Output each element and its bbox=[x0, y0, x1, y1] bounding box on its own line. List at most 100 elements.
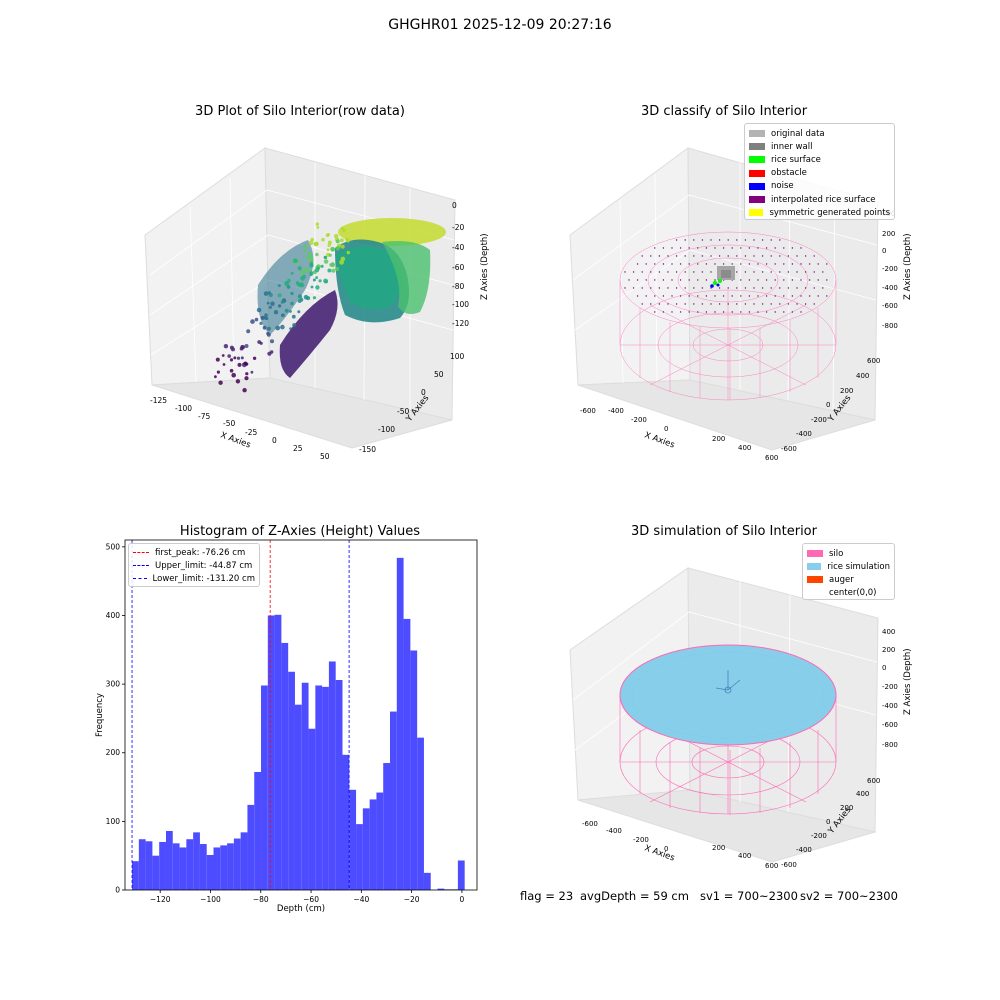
interpolated-point bbox=[796, 255, 798, 257]
scatter-point bbox=[305, 255, 310, 260]
interpolated-point bbox=[740, 247, 742, 249]
interpolated-point bbox=[645, 279, 647, 281]
legend-label: rice surface bbox=[771, 154, 821, 165]
swatch-icon bbox=[749, 156, 765, 164]
interpolated-point bbox=[701, 303, 704, 305]
scatter-point bbox=[330, 247, 336, 252]
scatter-point bbox=[256, 307, 262, 313]
hist-bar bbox=[138, 839, 146, 890]
interpolated-point bbox=[761, 239, 764, 241]
hist-bar bbox=[457, 860, 465, 890]
panel3-title: Histogram of Z-Axies (Height) Values bbox=[179, 524, 421, 539]
interpolated-point bbox=[667, 287, 669, 289]
figure-suptitle: GHGHR01 2025-12-09 20:27:16 bbox=[388, 17, 612, 33]
scatter-point bbox=[310, 285, 314, 289]
scatter-point bbox=[245, 362, 249, 366]
interpolated-point bbox=[701, 287, 704, 289]
p2-xlabel: X Axies bbox=[643, 430, 676, 450]
scatter-point bbox=[277, 293, 282, 298]
interpolated-point bbox=[822, 287, 824, 289]
scatter-point bbox=[300, 275, 305, 281]
legend-item-obstacle: obstacle bbox=[749, 167, 890, 180]
hist-bar bbox=[417, 737, 424, 890]
scatter-point bbox=[257, 340, 262, 344]
interpolated-point bbox=[658, 271, 661, 273]
scatter-point bbox=[300, 270, 305, 275]
p1-xtick: -125 bbox=[150, 396, 167, 405]
p2-interpolated-dots bbox=[624, 239, 828, 313]
scatter-point bbox=[324, 280, 328, 284]
p2-ytick: -400 bbox=[796, 430, 812, 438]
p1-ztick: -120 bbox=[452, 319, 469, 328]
hist-bar bbox=[294, 704, 302, 890]
scatter-point bbox=[284, 281, 290, 287]
interpolated-point bbox=[800, 263, 802, 265]
interpolated-point bbox=[770, 287, 772, 289]
interpolated-point bbox=[714, 247, 716, 249]
scatter-point bbox=[222, 363, 226, 366]
interpolated-point bbox=[701, 271, 704, 273]
p2-ytick: 200 bbox=[840, 387, 853, 395]
interpolated-point bbox=[632, 287, 635, 289]
p1-ztick: 0 bbox=[452, 201, 457, 210]
scatter-point bbox=[215, 357, 220, 362]
scatter-point bbox=[314, 242, 319, 246]
scatter-point bbox=[281, 313, 285, 318]
swatch-icon bbox=[807, 576, 823, 584]
interpolated-point bbox=[813, 303, 815, 305]
interpolated-point bbox=[650, 287, 652, 289]
legend-label: original data bbox=[771, 128, 825, 139]
p1-left-pane bbox=[144, 147, 271, 386]
p4-zlabel: Z Axies (Depth) bbox=[903, 648, 913, 715]
interpolated-point bbox=[722, 263, 725, 265]
hist-bar bbox=[199, 844, 207, 890]
interpolated-point bbox=[654, 295, 656, 297]
interpolated-point bbox=[688, 311, 690, 313]
swatch-icon bbox=[749, 169, 765, 177]
interpolated-point bbox=[693, 287, 695, 289]
p1-floor-pane bbox=[151, 377, 453, 449]
interpolated-point bbox=[826, 263, 828, 265]
interpolated-point bbox=[675, 287, 678, 289]
panel4-3d-simulation: 400 200 0 -200 -400 -600 -800 -600 -400 … bbox=[569, 567, 913, 870]
hist-bar bbox=[193, 832, 200, 890]
scatter-point bbox=[334, 233, 339, 239]
hist-ytick-label: 100 bbox=[106, 817, 121, 826]
hist-xtick-label: −100 bbox=[200, 895, 221, 904]
p1-ytick: 100 bbox=[450, 352, 465, 361]
p4-ytick: -200 bbox=[811, 832, 827, 840]
p2-ztick: -400 bbox=[882, 284, 898, 292]
interpolated-point bbox=[748, 311, 751, 313]
interpolated-point bbox=[636, 263, 639, 265]
scatter-point bbox=[275, 325, 281, 331]
interpolated-point bbox=[770, 239, 772, 241]
scatter-point bbox=[259, 321, 263, 325]
interpolated-point bbox=[822, 271, 824, 273]
p1-ytick: -150 bbox=[359, 445, 376, 454]
p4-rice-surface-texture bbox=[631, 651, 825, 739]
p4-xtick: 0 bbox=[664, 845, 668, 853]
interpolated-point bbox=[761, 303, 764, 305]
p2-left-pane bbox=[569, 147, 691, 386]
interpolated-point bbox=[757, 295, 759, 297]
interpolated-point bbox=[662, 247, 665, 249]
hist-bar bbox=[390, 711, 397, 890]
interpolated-point bbox=[753, 255, 755, 257]
interpolated-point bbox=[693, 271, 695, 273]
interpolated-point bbox=[688, 279, 690, 281]
scatter-point bbox=[325, 233, 330, 238]
interpolated-point bbox=[710, 255, 712, 257]
interpolated-point bbox=[731, 263, 733, 265]
p1-xtick: -25 bbox=[245, 428, 257, 437]
p1-xtick: 25 bbox=[293, 444, 303, 453]
hist-bar bbox=[227, 843, 234, 890]
interpolated-point bbox=[701, 255, 704, 257]
interpolated-point bbox=[744, 287, 747, 289]
interpolated-point bbox=[675, 271, 678, 273]
scatter-point bbox=[267, 291, 271, 295]
p1-xtick: -50 bbox=[223, 419, 235, 428]
dashed-line-icon bbox=[133, 552, 149, 554]
scatter-point bbox=[315, 285, 320, 290]
p4-ytick: -600 bbox=[781, 861, 797, 869]
interpolated-point bbox=[624, 287, 626, 289]
